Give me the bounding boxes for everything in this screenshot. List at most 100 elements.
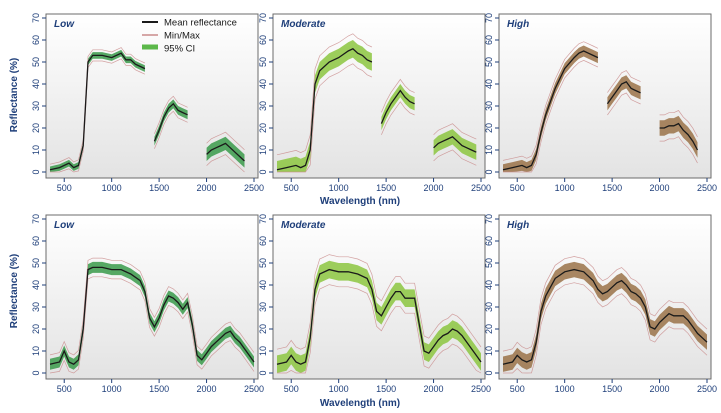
mean-line [206, 142, 245, 162]
legend-mean-label: Mean reflectance [164, 18, 237, 29]
y-tick-label: 60 [258, 236, 268, 246]
y-tick-label: 20 [31, 123, 41, 133]
y-tick-label: 30 [484, 302, 494, 312]
x-tick-label: 2500 [471, 384, 491, 394]
x-tick-label: 1500 [149, 183, 169, 193]
y-tick-label: 40 [31, 79, 41, 89]
x-tick-label: 500 [57, 384, 72, 394]
y-tick-label: 70 [258, 13, 268, 23]
y-tick-label: 60 [484, 35, 494, 45]
max-line [607, 70, 641, 93]
y-tick-label: 30 [484, 101, 494, 111]
mean-line [49, 266, 255, 365]
mean-line [433, 136, 477, 153]
max-line [276, 33, 373, 156]
y-axis-label-bottom: Reflectance (%) [9, 254, 20, 328]
max-line [206, 131, 245, 151]
x-tick-label: 1500 [376, 384, 396, 394]
ci-band [50, 49, 145, 172]
x-tick-label: 2000 [650, 384, 670, 394]
panel-1: Low 0 10 20 30 40 50 60 70 500 1000 1500 2000 2500 [31, 13, 264, 193]
y-tick-label: 10 [484, 346, 494, 356]
x-tick-label: 1000 [329, 384, 349, 394]
x-axis-label-top: Wavelength (nm) [320, 196, 400, 207]
mean-line [49, 52, 146, 171]
min-line [154, 110, 188, 149]
x-tick-label: 2000 [424, 384, 444, 394]
mean-line [502, 268, 708, 365]
min-line [277, 63, 373, 173]
max-line [502, 256, 708, 352]
y-tick-label: 70 [31, 214, 41, 224]
y-tick-label: 30 [31, 302, 41, 312]
legend: Mean reflectance Min/Max 95% CI [142, 18, 237, 55]
min-line [503, 60, 599, 173]
x-tick-label: 1500 [602, 384, 622, 394]
x-tick-label: 2000 [197, 384, 217, 394]
ci-band [206, 136, 245, 168]
x-axis-label-bottom: Wavelength (nm) [320, 398, 400, 409]
x-tick-label: 1000 [555, 183, 575, 193]
panel-title: Moderate [281, 19, 326, 30]
x-tick-label: 1000 [102, 183, 122, 193]
y-tick-label: 70 [484, 214, 494, 224]
y-tick-label: 0 [31, 169, 41, 174]
min-line [50, 58, 146, 173]
panel-frame [272, 13, 486, 179]
x-tick-label: 2500 [244, 384, 264, 394]
y-tick-label: 10 [258, 145, 268, 155]
y-tick-label: 30 [258, 101, 268, 111]
y-tick-label: 40 [258, 280, 268, 290]
min-line [607, 92, 641, 116]
min-line [49, 276, 255, 374]
y-tick-label: 40 [31, 280, 41, 290]
y-tick-label: 20 [258, 123, 268, 133]
mean-line [380, 89, 415, 124]
y-tick-label: 10 [31, 346, 41, 356]
panel-frame [45, 214, 259, 380]
min-line [433, 149, 477, 166]
max-line [49, 257, 255, 356]
x-tick-label: 2500 [697, 384, 717, 394]
panel-title: Low [54, 220, 75, 231]
x-tick-label: 2500 [244, 183, 264, 193]
x-tick-label: 1500 [376, 183, 396, 193]
max-line [659, 110, 698, 138]
y-tick-label: 60 [484, 236, 494, 246]
mean-line [276, 48, 373, 171]
legend-ci-swatch [142, 44, 158, 50]
max-line [49, 47, 146, 165]
x-tick-label: 2500 [471, 183, 491, 193]
mean-line [502, 50, 599, 171]
panel-title: High [507, 220, 529, 231]
min-line [277, 284, 482, 374]
y-tick-label: 20 [484, 123, 494, 133]
max-line [154, 95, 188, 134]
ci-band [381, 84, 415, 131]
x-tick-label: 1500 [602, 183, 622, 193]
y-tick-label: 50 [484, 57, 494, 67]
max-line [502, 41, 599, 161]
x-tick-label: 1000 [329, 183, 349, 193]
min-line [206, 154, 245, 173]
panel-title: Moderate [281, 220, 326, 231]
y-tick-label: 50 [258, 57, 268, 67]
x-tick-label: 500 [57, 183, 72, 193]
y-tick-label: 10 [484, 145, 494, 155]
y-tick-label: 20 [258, 324, 268, 334]
ci-band [277, 260, 481, 373]
y-tick-label: 50 [484, 258, 494, 268]
ci-band [607, 75, 641, 111]
y-tick-label: 0 [484, 169, 494, 174]
ci-band [50, 261, 254, 370]
x-tick-label: 1000 [102, 384, 122, 394]
max-line [381, 78, 415, 113]
x-tick-label: 2000 [650, 183, 670, 193]
x-tick-label: 1500 [149, 384, 169, 394]
mean-line [659, 122, 699, 151]
x-tick-label: 2000 [197, 183, 217, 193]
y-tick-label: 70 [258, 214, 268, 224]
